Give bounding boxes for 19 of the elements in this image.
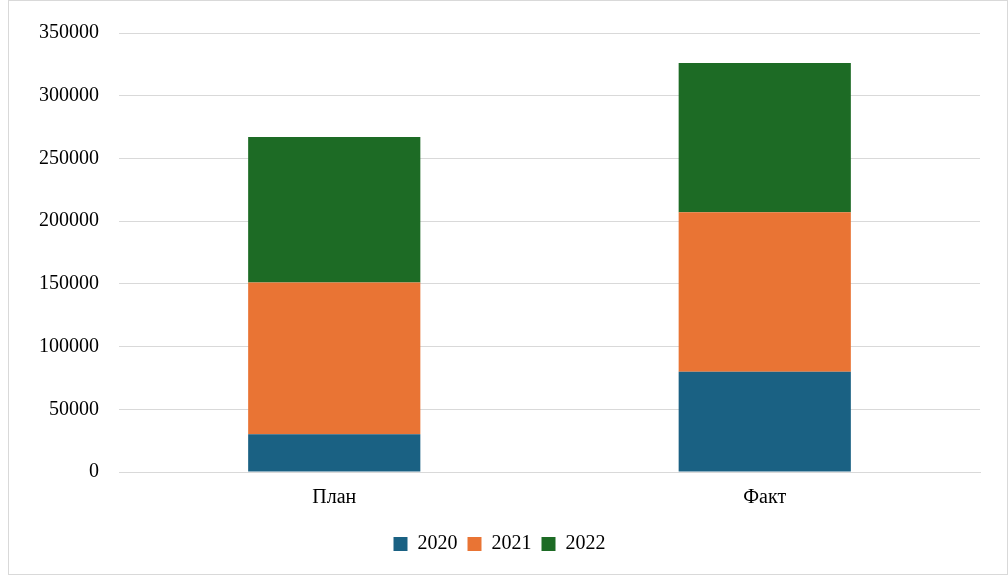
bar [248, 434, 421, 472]
bar [678, 63, 851, 213]
x-tick-label: Факт [743, 485, 787, 508]
legend-label: 2022 [565, 531, 606, 554]
y-tick-label: 0 [89, 459, 99, 482]
y-tick-label: 50000 [49, 396, 99, 419]
y-tick-label: 350000 [39, 20, 99, 43]
legend-label: 2021 [491, 531, 532, 554]
x-tick-label: План [312, 485, 357, 508]
y-tick-label: 300000 [39, 82, 99, 105]
y-tick-label: 150000 [39, 271, 99, 294]
bar [248, 137, 421, 283]
bar [248, 282, 421, 435]
bar [678, 212, 851, 372]
y-tick-label: 100000 [39, 333, 99, 356]
bar [678, 371, 851, 472]
y-tick-label: 250000 [39, 145, 99, 168]
legend-label: 2020 [417, 531, 458, 554]
y-tick-label: 200000 [39, 208, 99, 231]
